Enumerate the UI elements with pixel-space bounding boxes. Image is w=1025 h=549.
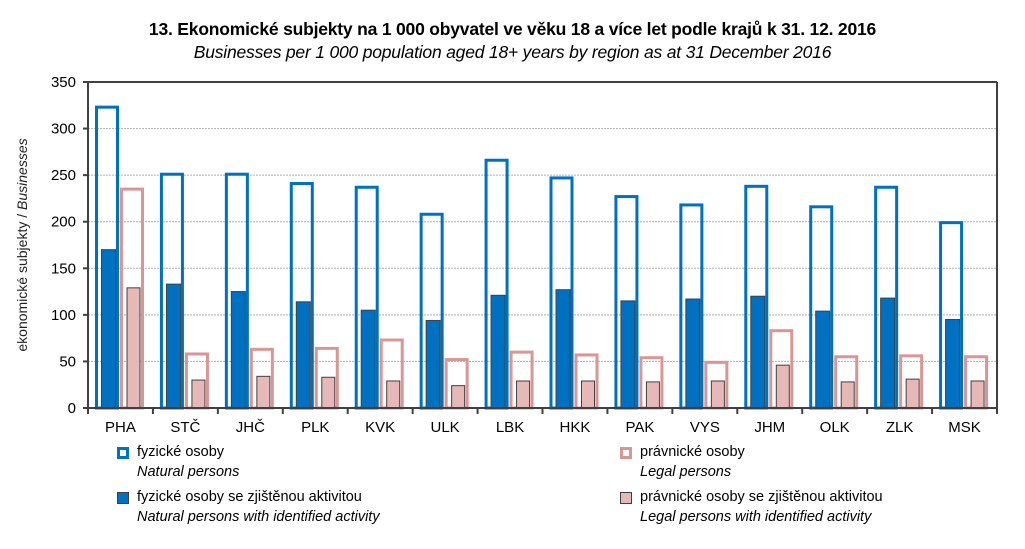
bar-legal-persons-active xyxy=(126,287,141,409)
y-tick-label: 100 xyxy=(51,307,76,324)
legend-label: právnické osoby xyxy=(640,444,745,460)
axes xyxy=(83,81,998,414)
legend-swatch-filled-blue-icon xyxy=(117,492,129,504)
x-tick-label: ULK xyxy=(431,419,460,436)
bar-legal-persons-active xyxy=(840,381,855,409)
x-tick-label: PAK xyxy=(625,419,654,436)
x-tick-label: VYS xyxy=(690,419,720,436)
y-tick-label: 250 xyxy=(51,167,76,184)
y-tick-labels: 0 50 100 150 200 250 300 350 xyxy=(51,74,76,417)
bar-natural-persons-active xyxy=(555,289,571,409)
bar-natural-persons-active xyxy=(425,319,441,409)
legend-swatch-outline-blue-icon xyxy=(117,447,129,459)
legend-label: fyzické osoby se zjištěnou aktivitou xyxy=(137,489,362,505)
x-tick-label: ZLK xyxy=(886,419,914,436)
bar-legal-persons-active xyxy=(581,380,595,409)
gridlines xyxy=(88,128,997,362)
bar-natural-persons-active xyxy=(101,249,116,409)
bar-legal-persons-active xyxy=(645,381,660,409)
y-tick-label: 150 xyxy=(51,260,76,277)
x-tick-label: PLK xyxy=(301,419,329,436)
x-tick-label: PHA xyxy=(105,419,136,436)
bar-legal-persons-active xyxy=(516,380,531,409)
x-tick-labels: PHA STČ JHČ PLK KVK ULK LBK HKK PAK VYS JHM OLK ZLK M… xyxy=(105,419,981,436)
bar-legal-persons-active xyxy=(970,380,985,409)
x-tick-label: LBK xyxy=(496,419,524,436)
x-tick-label: OLK xyxy=(820,419,850,436)
legend-label-en: Legal persons xyxy=(640,464,732,480)
x-tick-label: MSK xyxy=(948,419,981,436)
y-tick-label: 50 xyxy=(59,353,76,370)
x-tick-label: STČ xyxy=(170,419,200,436)
bar-legal-persons-active xyxy=(386,380,401,409)
bar-natural-persons-active xyxy=(620,300,636,409)
x-tick-label: JHČ xyxy=(236,419,265,436)
chart-title: 13. Ekonomické subjekty na 1 000 obyvate… xyxy=(148,19,877,39)
bar-natural-persons-active xyxy=(945,319,961,409)
legend-label: právnické osoby se zjištěnou aktivitou xyxy=(640,489,883,505)
legend-label-en: Legal persons with identified activity xyxy=(640,509,872,525)
bar-legal-persons-active xyxy=(321,376,336,409)
y-tick-label: 300 xyxy=(51,121,76,138)
y-tick-label: 0 xyxy=(68,400,76,417)
legend-label: fyzické osoby xyxy=(137,444,225,460)
y-tick-label: 200 xyxy=(51,214,76,231)
y-tick-label: 350 xyxy=(51,74,76,91)
x-tick-label: JHM xyxy=(754,419,785,436)
x-tick-label: KVK xyxy=(365,419,395,436)
legend-swatch-filled-pink-icon xyxy=(620,492,632,504)
bar-natural-persons-active xyxy=(815,310,831,409)
bar-natural-persons-active xyxy=(230,291,246,409)
bar-legal-persons-active xyxy=(256,375,271,409)
legend-swatch-outline-pink-icon xyxy=(620,447,632,459)
bar-legal-persons-active xyxy=(905,378,920,409)
bar-legal-persons-active xyxy=(191,379,206,409)
bar-natural-persons-active xyxy=(880,297,896,409)
bar-natural-persons-active xyxy=(685,298,701,409)
bar-legal-persons-active xyxy=(710,380,725,409)
bar-natural-persons-active xyxy=(360,309,376,409)
legend-label-en: Natural persons xyxy=(137,464,240,480)
bars xyxy=(95,105,989,410)
bar-natural-persons-active xyxy=(165,283,181,409)
bar-natural-persons-active xyxy=(295,301,311,409)
bar-natural-persons-active xyxy=(750,295,766,409)
x-tick-label: HKK xyxy=(560,419,591,436)
bar-natural-persons-active xyxy=(490,294,506,409)
bar-legal-persons-active xyxy=(775,364,790,409)
chart-subtitle: Businesses per 1 000 population aged 18+… xyxy=(193,42,832,62)
legend-label-en: Natural persons with identified activity xyxy=(137,509,380,525)
bar-legal-persons-active xyxy=(451,385,466,409)
